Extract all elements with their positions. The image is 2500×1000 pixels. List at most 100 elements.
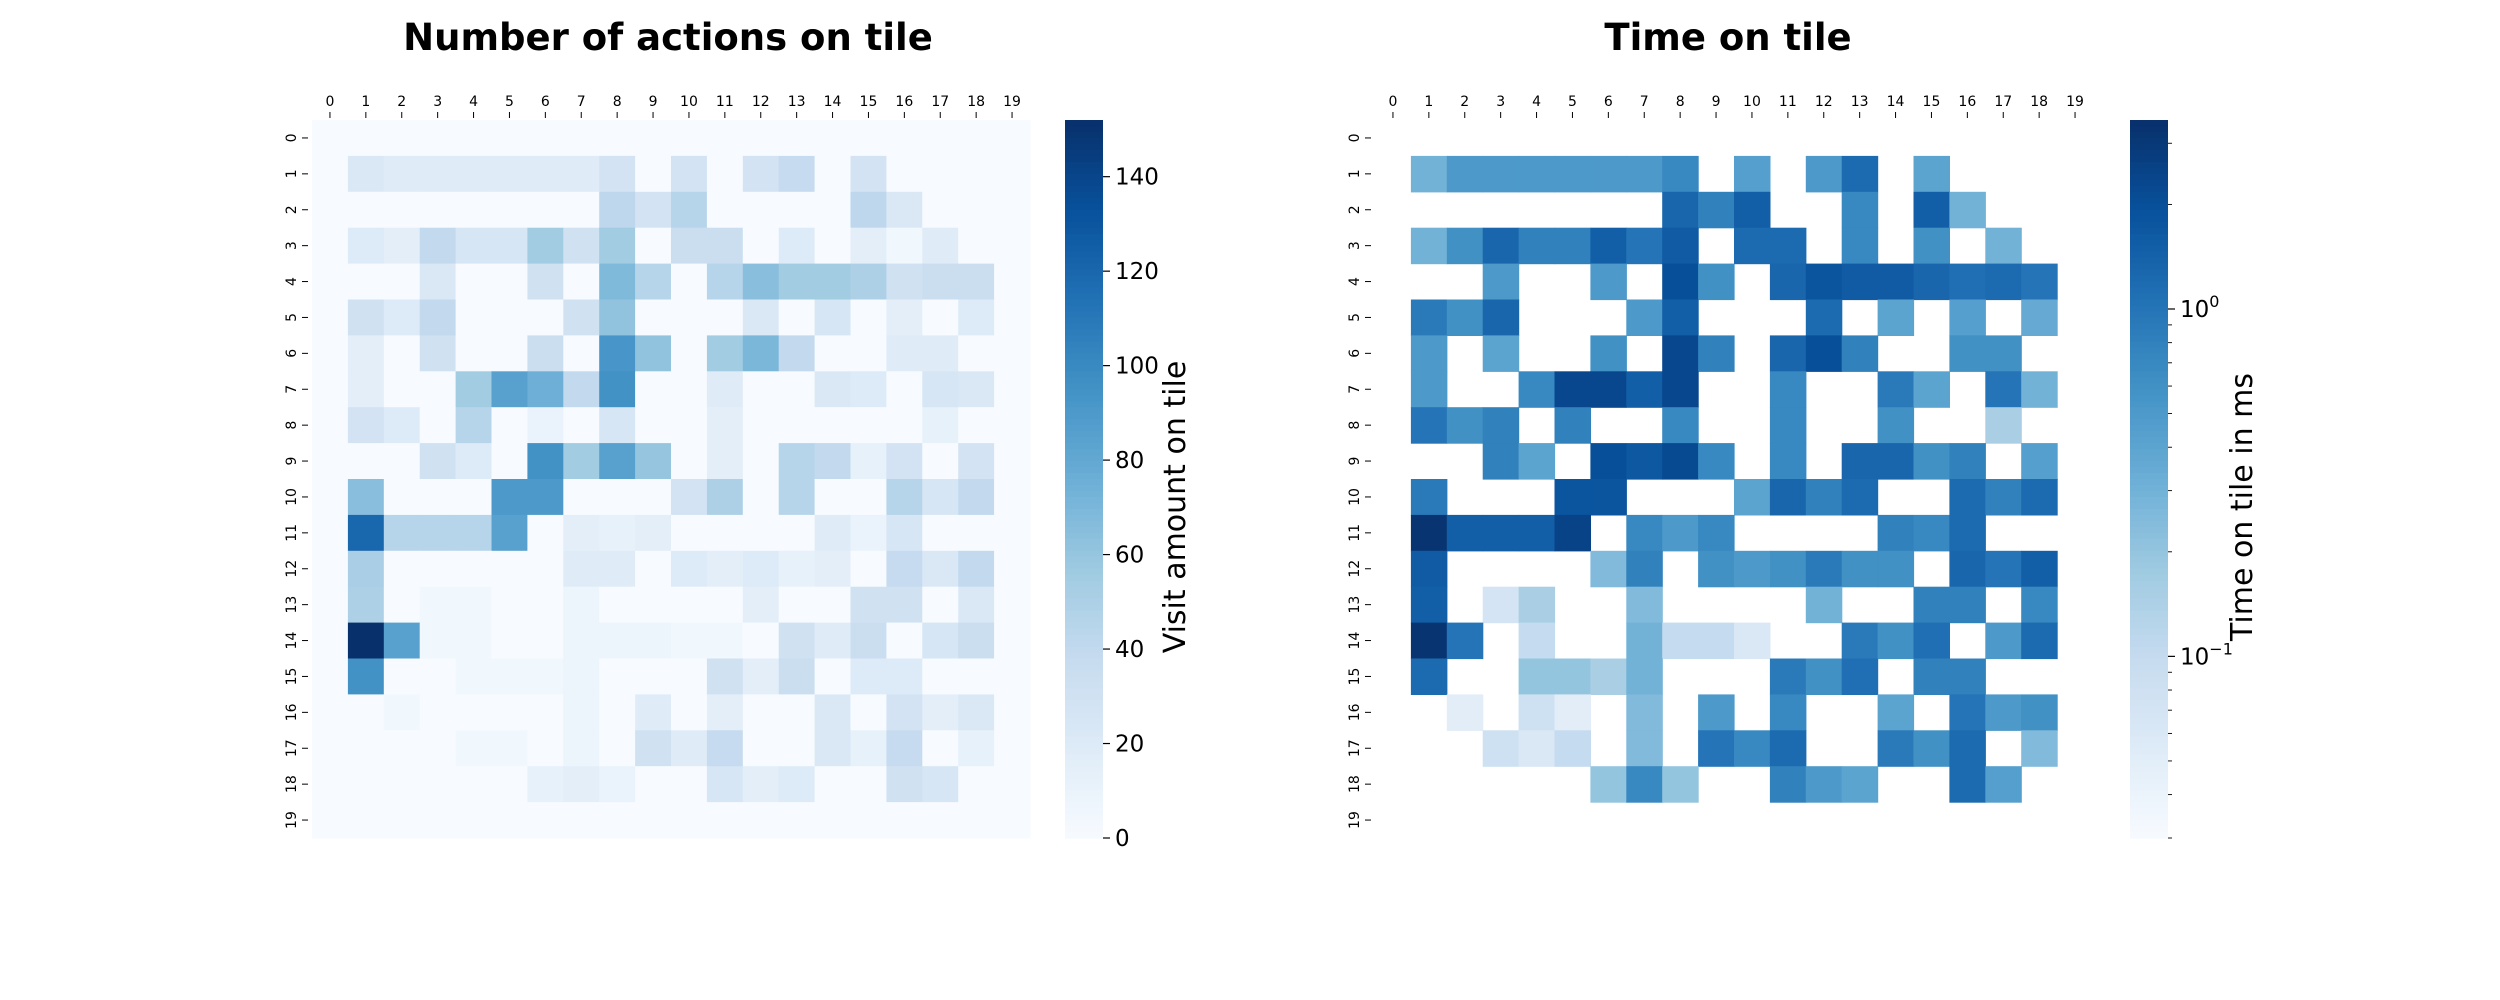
heatmap-cell	[778, 766, 816, 803]
heatmap-cell	[2021, 371, 2058, 408]
heatmap-cell	[2021, 443, 2058, 480]
colorbar-segment	[2130, 742, 2168, 750]
heatmap-cell	[1446, 227, 1484, 265]
heatmap-cell	[1769, 479, 1807, 516]
heatmap-cell	[1877, 299, 1915, 336]
heatmap-cell	[742, 443, 780, 480]
heatmap-cell	[635, 766, 672, 803]
colorbar-segment	[1065, 748, 1103, 756]
heatmap-cell	[563, 514, 600, 552]
heatmap-cell	[1590, 227, 1627, 265]
heatmap-cell	[563, 407, 600, 444]
heatmap-cell	[491, 694, 528, 731]
y-tick-label: 9	[284, 457, 300, 466]
heatmap-cell	[1985, 335, 2022, 372]
heatmap-cell	[1626, 371, 1663, 408]
colorbar-segment	[1065, 311, 1103, 319]
heatmap-cell	[347, 550, 385, 588]
heatmap-cell	[491, 802, 528, 839]
colorbar-segment	[2130, 263, 2168, 271]
heatmap-cell	[886, 299, 923, 336]
heatmap-cell	[1626, 550, 1663, 588]
heatmap-cell	[922, 586, 959, 624]
colorbar-segment	[1065, 598, 1103, 606]
heatmap-cell	[1446, 407, 1484, 444]
heatmap-cell	[563, 479, 600, 516]
y-tick-label: 6	[284, 349, 300, 358]
heatmap-cell	[1841, 479, 1879, 516]
heatmap-cell	[1626, 299, 1663, 336]
heatmap-cell	[886, 622, 923, 660]
colorbar-segment	[1065, 389, 1103, 397]
heatmap-cell	[1518, 730, 1556, 767]
heatmap-cell	[671, 586, 708, 624]
heatmap-cell	[1913, 586, 1950, 624]
heatmap-cell	[958, 550, 995, 588]
colorbar-segment	[1065, 496, 1103, 504]
heatmap-cell	[958, 586, 995, 624]
heatmap-cell	[958, 622, 995, 660]
colorbar-segment	[2130, 784, 2168, 791]
heatmap-cell	[958, 191, 995, 229]
heatmap-cell	[1877, 514, 1915, 552]
heatmap-cell	[886, 730, 923, 767]
heatmap-cell	[1877, 443, 1915, 480]
heatmap-cells	[1410, 155, 2058, 803]
heatmap-cell	[527, 263, 564, 301]
colorbar-segment	[2130, 508, 2168, 516]
heatmap-cell	[1949, 335, 1986, 372]
y-tick-label: 14	[284, 632, 300, 650]
colorbar-tick-label: 0	[1115, 826, 1130, 852]
heatmap-cell	[1590, 335, 1627, 372]
heatmap-cell	[2021, 694, 2058, 731]
colorbar-segment	[2130, 604, 2168, 612]
heatmap-cell	[563, 586, 600, 624]
colorbar-segment	[2130, 179, 2168, 187]
heatmap-cell	[778, 622, 816, 660]
heatmap-cell	[491, 730, 528, 767]
heatmap-cell	[850, 730, 887, 767]
colorbar-segment	[1065, 125, 1103, 133]
heatmap-cell	[1698, 550, 1735, 588]
colorbar-segment	[2130, 143, 2168, 151]
colorbar-segment	[1065, 538, 1103, 546]
heatmap-cell	[671, 694, 708, 731]
heatmap-cell	[491, 479, 528, 516]
heatmap-cell	[1734, 191, 1771, 229]
x-tick-label: 16	[895, 94, 913, 110]
colorbar-segment	[1065, 592, 1103, 600]
heatmap-cell	[1446, 155, 1484, 193]
heatmap-cell	[312, 155, 349, 193]
colorbar-tick-label: 100	[2180, 292, 2219, 323]
y-tick-label: 12	[1347, 560, 1363, 578]
heatmap-cell	[958, 730, 995, 767]
heatmap-cell	[671, 514, 708, 552]
y-tick-label: 13	[284, 596, 300, 614]
heatmap-cell	[1410, 622, 1448, 660]
colorbar-segment	[1065, 263, 1103, 271]
heatmap-cell	[419, 730, 457, 767]
colorbar-segment	[2130, 461, 2168, 468]
heatmap-cell	[922, 730, 959, 767]
heatmap-cell	[671, 191, 708, 229]
heatmap-cell	[994, 514, 1031, 552]
heatmap-cell	[994, 622, 1031, 660]
heatmap-cell	[1518, 694, 1556, 731]
heatmap-cell	[922, 514, 959, 552]
colorbar-segment	[1065, 778, 1103, 785]
heatmap-cell	[635, 227, 672, 265]
heatmap-cell	[1626, 658, 1663, 695]
heatmap-cell	[706, 479, 744, 516]
x-tick-label: 19	[1003, 94, 1021, 110]
heatmap-cell	[958, 694, 995, 731]
colorbar-segment	[1065, 203, 1103, 211]
colorbar-segment	[2130, 419, 2168, 426]
heatmap-cell	[778, 730, 816, 767]
colorbar-segment	[2130, 616, 2168, 624]
heatmap-cell	[563, 227, 600, 265]
x-tick-label: 9	[649, 94, 658, 110]
colorbar-segment	[1065, 155, 1103, 163]
heatmap-cell	[1805, 335, 1843, 372]
heatmap-cell	[347, 479, 385, 516]
colorbar-segment	[1065, 736, 1103, 744]
